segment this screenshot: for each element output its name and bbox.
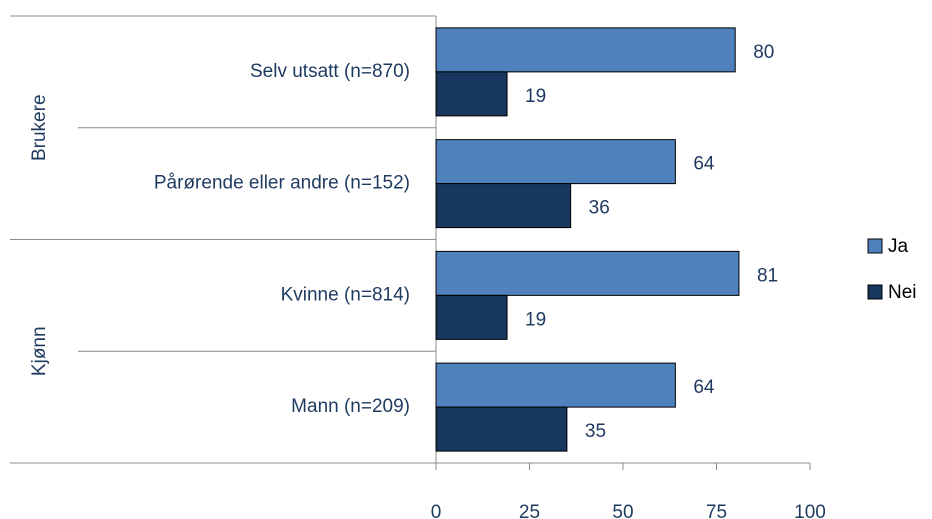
- group-label: Kjønn: [29, 326, 50, 376]
- value-label: 35: [585, 421, 606, 442]
- bar: [435, 362, 676, 408]
- x-tick-label: 75: [706, 502, 727, 519]
- category-label: Mann (n=209): [291, 396, 410, 417]
- x-tick-label: 50: [612, 502, 633, 519]
- bar: [435, 406, 568, 452]
- value-label: 81: [757, 265, 778, 286]
- bar: [435, 71, 508, 117]
- category-label: Kvinne (n=814): [281, 284, 410, 305]
- value-label: 19: [525, 309, 546, 330]
- bar: [435, 139, 676, 185]
- bar: [435, 183, 572, 229]
- value-label: 19: [525, 86, 546, 107]
- x-tick-label: 25: [519, 502, 540, 519]
- value-label: 64: [693, 377, 715, 398]
- legend-swatch: [867, 238, 883, 254]
- value-label: 36: [589, 198, 610, 219]
- legend-swatch: [867, 284, 883, 300]
- x-tick-label: 0: [431, 502, 442, 519]
- group-label: Brukere: [29, 94, 50, 161]
- bar: [435, 294, 508, 340]
- legend-label: Nei: [888, 282, 917, 303]
- bar: [435, 250, 740, 296]
- x-tick-label: 100: [794, 502, 826, 519]
- value-label: 80: [753, 42, 774, 63]
- value-label: 64: [693, 154, 715, 175]
- category-label: Selv utsatt (n=870): [250, 61, 410, 82]
- legend-label: Ja: [888, 236, 909, 257]
- category-label: Pårørende eller andre (n=152): [154, 173, 410, 194]
- bar: [435, 27, 736, 73]
